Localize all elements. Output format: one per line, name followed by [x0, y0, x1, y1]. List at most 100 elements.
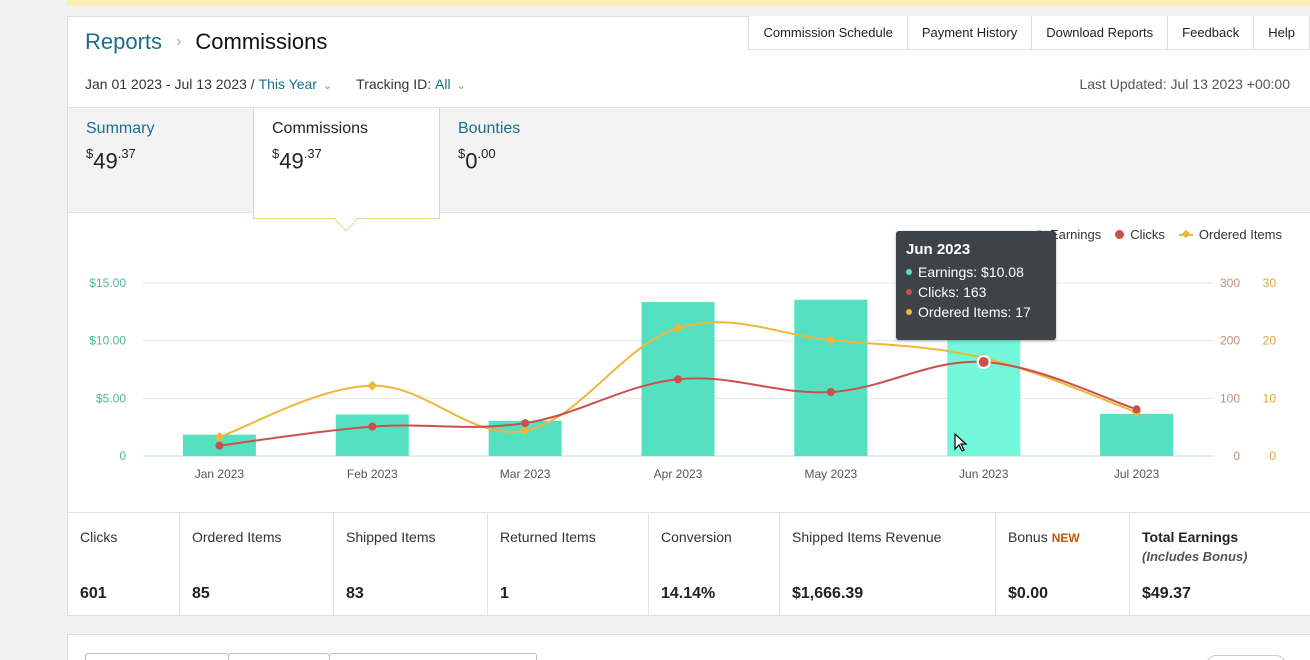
stat-label: Clicks [80, 529, 118, 545]
stat-label: Shipped Items Revenue [792, 529, 942, 545]
stat-label: Returned Items [500, 529, 596, 545]
right-axis-tick-label: 0 [1233, 449, 1240, 463]
feedback-button[interactable]: Feedback [1167, 16, 1255, 50]
breadcrumb: Reports › Commissions [85, 29, 327, 55]
tab-bounties-value: $0.00 [458, 146, 496, 174]
circle-icon [906, 289, 912, 295]
bottom-tabs [85, 653, 537, 660]
help-button[interactable]: Help [1253, 16, 1310, 50]
ordered-items-point [367, 380, 378, 391]
legend-label: Clicks [1130, 227, 1165, 242]
left-axis-tick-label: $15.00 [89, 276, 126, 290]
x-axis-tick-label: Mar 2023 [500, 467, 551, 481]
date-range-text: Jan 01 2023 - Jul 13 2023 / [85, 76, 255, 92]
stat-sublabel: (Includes Bonus) [1142, 549, 1248, 564]
tab-commissions[interactable]: Commissions $49.37 [253, 108, 440, 232]
chevron-down-icon[interactable]: ⌄ [456, 79, 466, 92]
left-axis-tick-label: 0 [119, 449, 126, 463]
report-tabs: Summary $49.37 Commissions $49.37 Bounti… [68, 107, 1310, 232]
bottom-report-card [67, 634, 1310, 660]
bottom-tab-2[interactable] [228, 653, 330, 660]
clicks-point [1132, 405, 1141, 414]
x-axis-tick-label: Jun 2023 [959, 467, 1009, 481]
bottom-tab-1[interactable] [85, 653, 229, 660]
clicks-point [368, 422, 377, 431]
ordered-items-point [214, 432, 225, 442]
report-actions-bar: Commission Schedule Payment History Down… [748, 16, 1310, 50]
clicks-point-highlighted [976, 355, 991, 370]
stat-value: 1 [500, 585, 509, 602]
stat-label: Bonus NEW [1008, 529, 1080, 545]
chart-legend: Earnings Clicks Ordered Items [1021, 227, 1282, 242]
clicks-point [674, 375, 682, 384]
notification-banner [67, 0, 1310, 6]
right-axis-2-tick-label: 10 [1263, 391, 1277, 405]
commission-schedule-button[interactable]: Commission Schedule [748, 16, 908, 50]
stat-shipped-items-revenue: Shipped Items Revenue $1,666.39 [780, 513, 996, 617]
right-axis-2-tick-label: 0 [1269, 449, 1276, 463]
filter-bar: Jan 01 2023 - Jul 13 2023 / This Year ⌄ … [85, 76, 466, 92]
tooltip-ordered-row: Ordered Items: 17 [906, 304, 1046, 320]
tab-commissions-label: Commissions [272, 120, 369, 137]
tab-bounties[interactable]: Bounties $0.00 [440, 108, 625, 214]
breadcrumb-separator-icon: › [176, 33, 182, 50]
download-reports-button[interactable]: Download Reports [1031, 16, 1169, 50]
last-updated-text: Last Updated: Jul 13 2023 +00:00 [1079, 76, 1290, 92]
legend-ordered-items[interactable]: Ordered Items [1178, 227, 1282, 242]
tab-summary-label: Summary [86, 120, 155, 137]
stat-total-earnings: Total Earnings (Includes Bonus) $49.37 [1130, 513, 1310, 617]
clicks-point [826, 387, 835, 396]
ordered-items-point [520, 425, 531, 436]
tab-summary-value: $49.37 [86, 146, 136, 174]
clicks-point [215, 441, 224, 450]
earnings-chart: 0 0 0 $5.00 100 10 $10.00 200 20 $15.00 300 30 Jan 2… [68, 214, 1310, 512]
chevron-down-icon[interactable]: ⌄ [322, 79, 333, 92]
stat-value: 83 [346, 585, 364, 602]
stat-value: $1,666.39 [792, 585, 864, 602]
circle-icon [1115, 230, 1125, 239]
circle-icon [906, 269, 912, 275]
circle-icon [906, 309, 912, 315]
tracking-id-dropdown[interactable]: All [435, 76, 451, 92]
right-axis-2-tick-label: 30 [1263, 276, 1277, 290]
stat-conversion: Conversion 14.14% [649, 513, 780, 617]
tab-summary[interactable]: Summary $49.37 [68, 108, 253, 214]
tab-commissions-value: $49.37 [272, 146, 322, 174]
stat-value: $0.00 [1008, 585, 1049, 602]
tooltip-earnings-row: Earnings: $10.08 [906, 264, 1046, 280]
earnings-bar [794, 299, 868, 456]
right-axis-2-tick-label: 20 [1263, 334, 1277, 348]
stat-value: 14.14% [661, 585, 716, 602]
right-axis-tick-label: 200 [1220, 334, 1240, 348]
x-axis-tick-label: Apr 2023 [654, 467, 703, 481]
earnings-bar [1100, 413, 1174, 456]
legend-clicks[interactable]: Clicks [1115, 227, 1165, 242]
left-axis-tick-label: $5.00 [96, 391, 126, 405]
period-dropdown[interactable]: This Year [258, 76, 317, 92]
new-badge: NEW [1051, 531, 1080, 545]
stat-value: 601 [80, 585, 107, 602]
diamond-icon [1178, 229, 1193, 238]
earnings-bar [335, 414, 409, 456]
stat-shipped-items: Shipped Items 83 [334, 513, 488, 617]
right-axis-tick-label: 100 [1220, 391, 1240, 405]
stat-value: $49.37 [1142, 585, 1191, 602]
bottom-action-button[interactable] [1206, 655, 1286, 660]
page-title: Commissions [195, 29, 328, 54]
tooltip-clicks-row: Clicks: 163 [906, 284, 1046, 300]
payment-history-button[interactable]: Payment History [906, 16, 1033, 50]
x-axis-tick-label: Jul 2023 [1114, 467, 1160, 481]
commissions-report-card: Reports › Commissions Commission Schedul… [67, 16, 1310, 617]
stat-label: Total Earnings [1142, 529, 1239, 545]
bottom-tab-3[interactable] [329, 653, 537, 660]
stat-ordered-items: Ordered Items 85 [180, 513, 334, 617]
breadcrumb-reports-link[interactable]: Reports [85, 29, 163, 54]
left-axis-tick-label: $10.00 [89, 334, 126, 348]
right-axis-tick-label: 300 [1220, 276, 1240, 290]
tooltip-title: Jun 2023 [906, 241, 971, 258]
stat-value: 85 [192, 585, 210, 602]
legend-label: Earnings [1049, 227, 1102, 242]
ordered-items-point [825, 335, 836, 346]
x-axis-tick-label: May 2023 [805, 467, 858, 481]
tracking-id-label: Tracking ID: [356, 76, 432, 92]
